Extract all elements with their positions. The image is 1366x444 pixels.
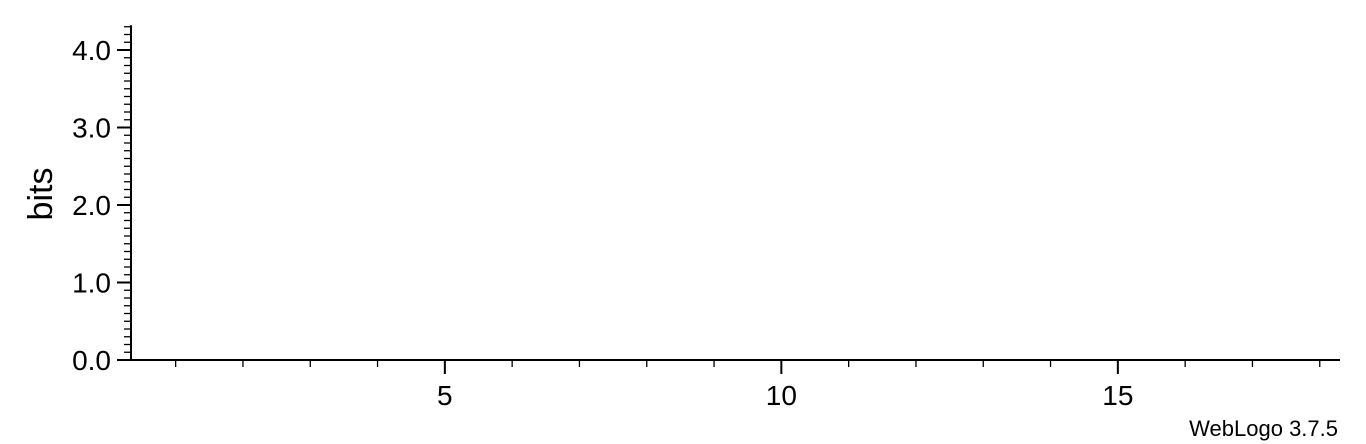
y-tick-label: 3.0 — [72, 113, 111, 144]
x-tick-label: 10 — [766, 380, 797, 411]
weblogo-version-label: WebLogo 3.7.5 — [1189, 416, 1338, 441]
y-tick-label: 4.0 — [72, 35, 111, 66]
x-tick-label: 5 — [437, 380, 453, 411]
x-tick-label: 15 — [1102, 380, 1133, 411]
y-tick-label: 0.0 — [72, 345, 111, 376]
y-tick-label: 2.0 — [72, 190, 111, 221]
y-tick-label: 1.0 — [72, 268, 111, 299]
axes: 0.0 1.0 2.0 3.0 4.0 5 10 15 — [72, 25, 1340, 411]
y-axis-title: bits — [22, 168, 60, 221]
